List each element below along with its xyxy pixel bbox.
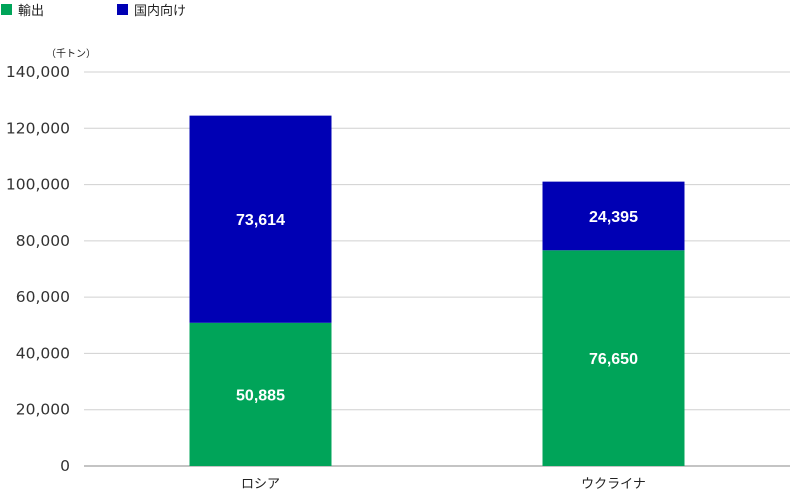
- bar-segment: [189, 115, 332, 323]
- bar-segment: [189, 322, 332, 466]
- y-tick-label: 60,000: [16, 288, 70, 306]
- y-axis-unit-label: （千トン）: [46, 49, 96, 60]
- y-axis-ticks: 0 20,000 40,000 60,000 80,000 100,000 120,000 1…: [6, 63, 70, 475]
- bar-value-label: 50,885: [236, 387, 285, 404]
- x-axis-ticks: ロシア ウクライナ: [241, 477, 646, 492]
- bar-value-labels: 50,885 73,614 76,650 24,395: [236, 209, 638, 404]
- y-tick-label: 100,000: [6, 176, 70, 194]
- legend-label-domestic: 国内向け: [134, 3, 187, 19]
- legend-item-domestic: 国内向け: [117, 1, 187, 19]
- bar-value-label: 24,395: [589, 209, 638, 226]
- bars: [189, 115, 685, 466]
- legend-swatch-domestic: [117, 3, 128, 15]
- y-tick-label: 0: [60, 457, 70, 475]
- bar-value-label: 73,614: [236, 212, 285, 229]
- x-tick-label: ウクライナ: [581, 477, 646, 492]
- legend-item-export: 輸出: [1, 1, 45, 19]
- legend-label-export: 輸出: [18, 3, 45, 19]
- bar-segment: [542, 181, 685, 251]
- bar-value-label: 76,650: [589, 351, 638, 368]
- y-tick-label: 40,000: [16, 344, 70, 362]
- bar-segment: [542, 250, 685, 466]
- y-tick-label: 80,000: [16, 232, 70, 250]
- y-tick-label: 140,000: [6, 63, 70, 81]
- x-tick-label: ロシア: [241, 477, 280, 492]
- y-tick-label: 20,000: [16, 401, 70, 419]
- legend-swatch-export: [1, 3, 12, 15]
- y-tick-label: 120,000: [6, 119, 70, 137]
